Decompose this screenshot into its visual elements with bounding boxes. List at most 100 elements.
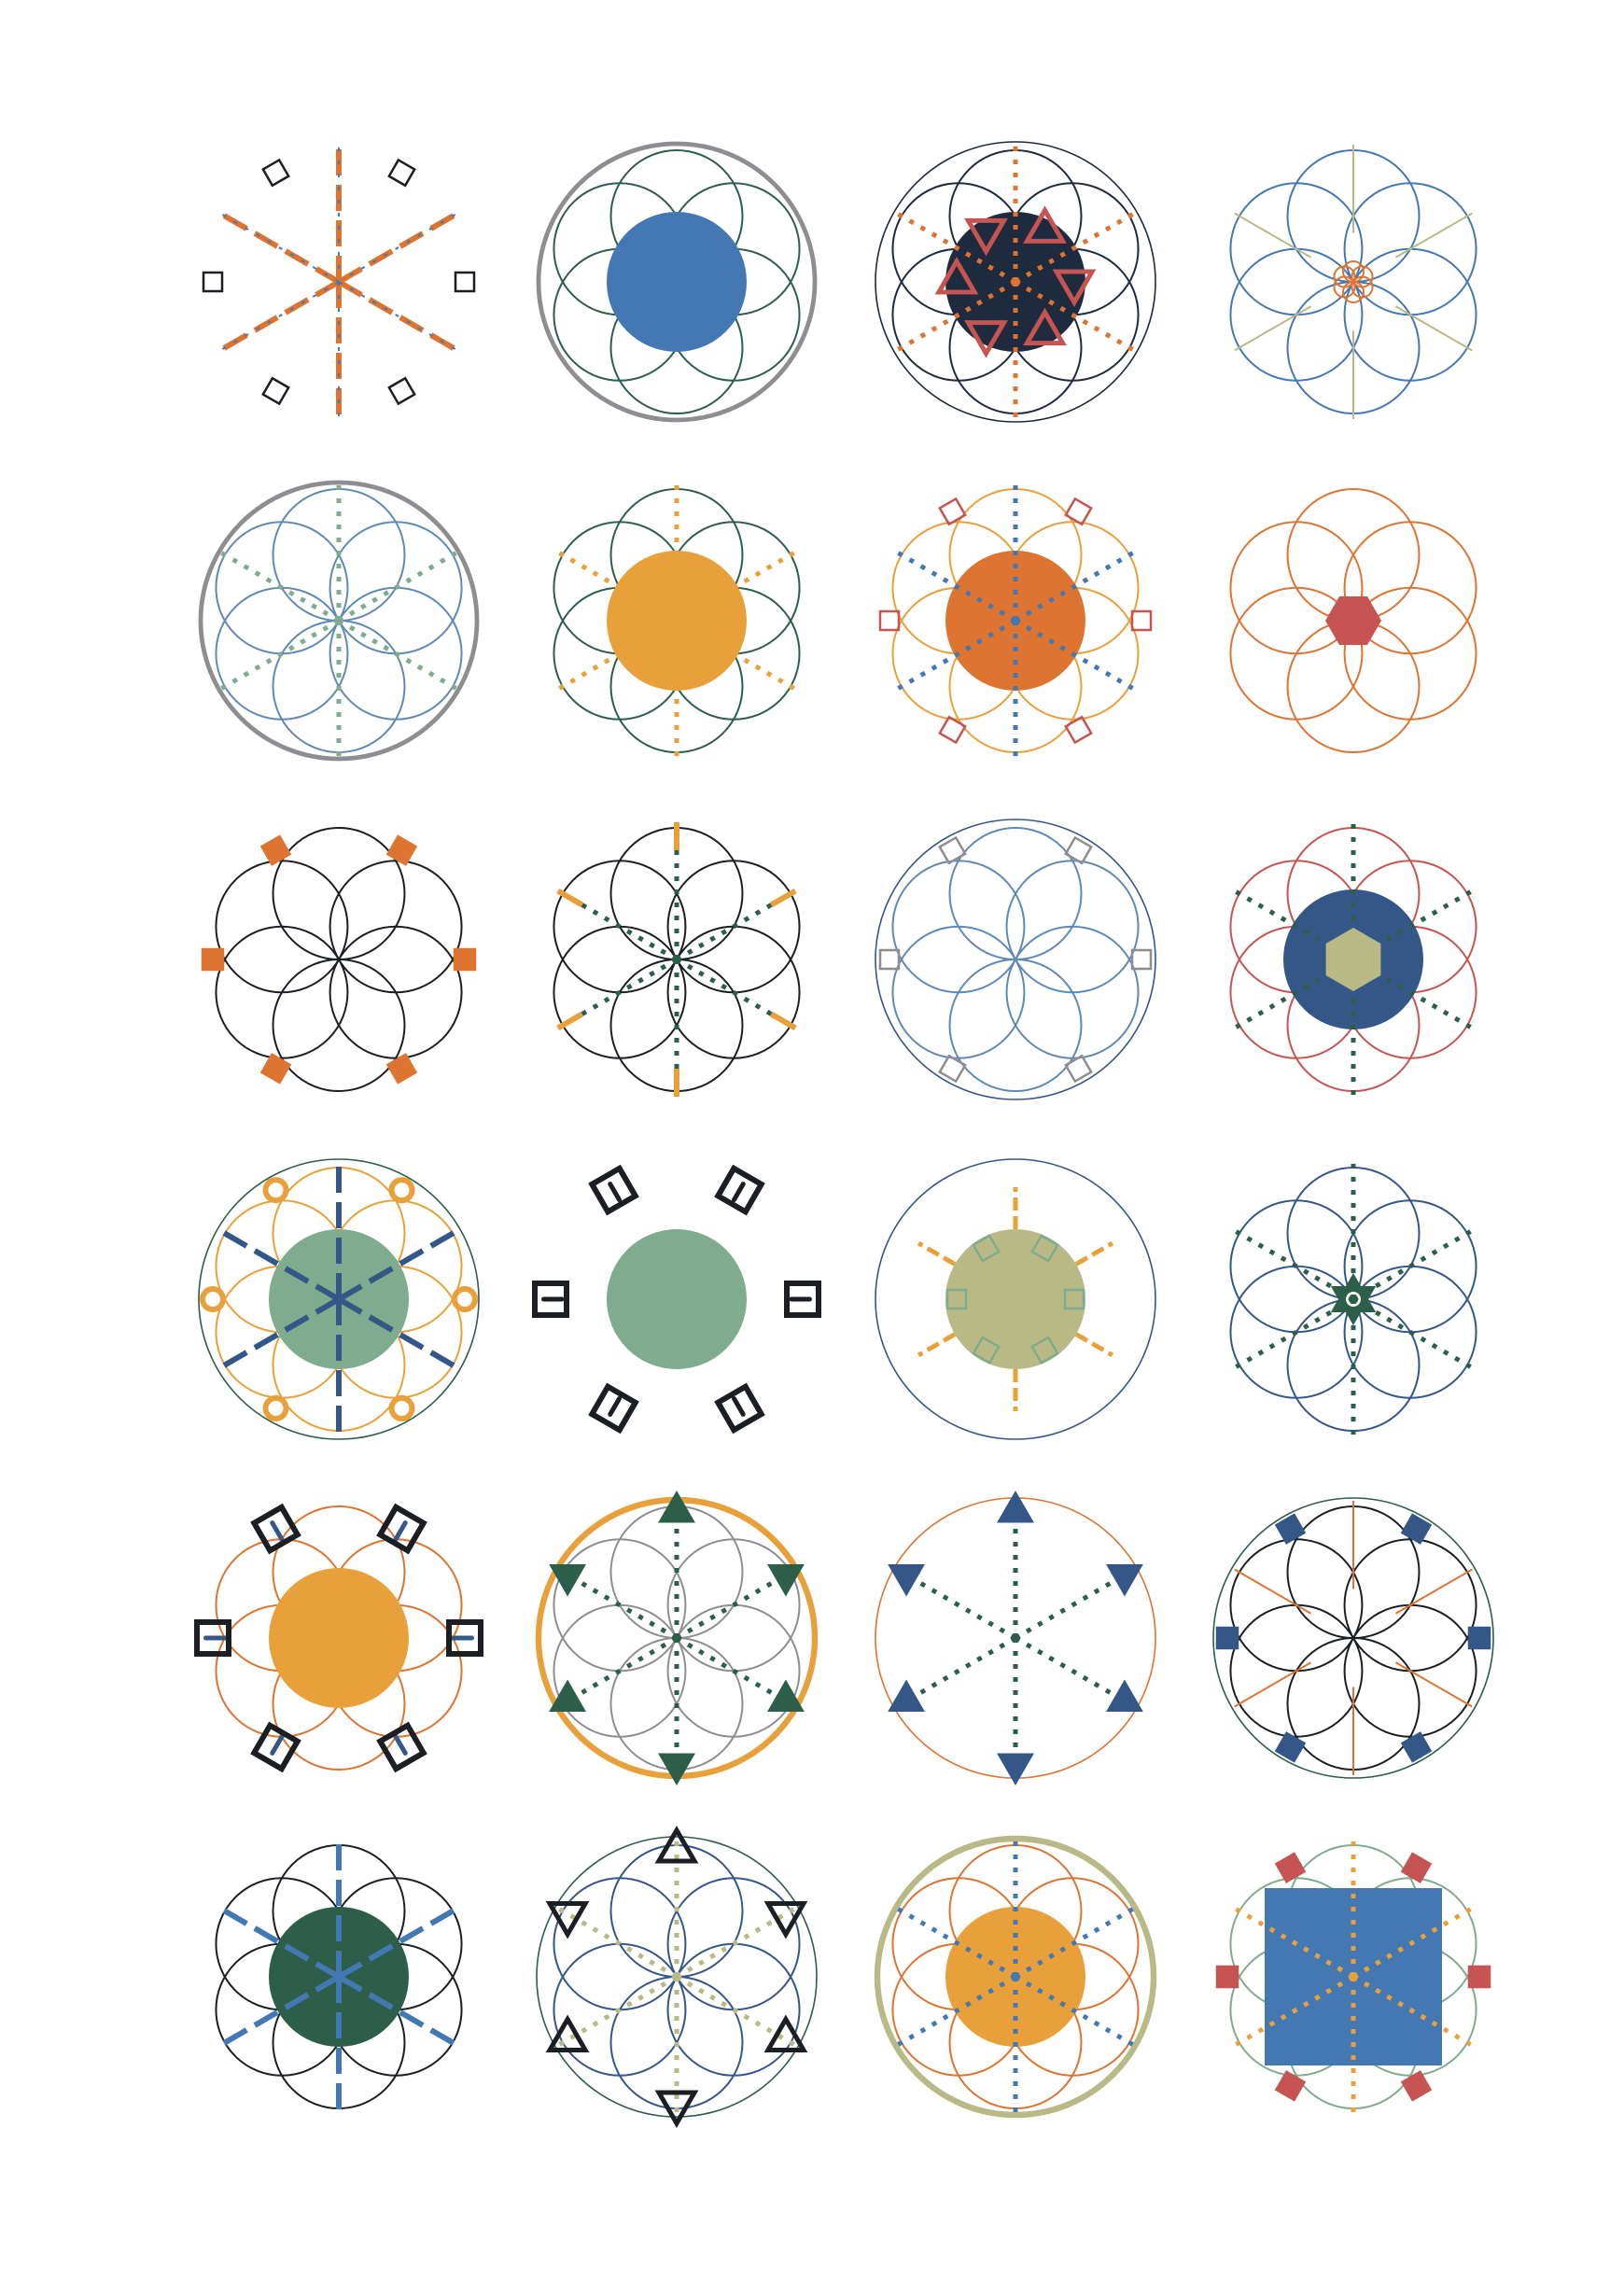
spoke	[218, 1905, 341, 1980]
ornament-triangle	[767, 1564, 805, 1597]
spoke	[1014, 1635, 1136, 1709]
spoke	[337, 1905, 459, 1980]
spoke	[337, 550, 459, 623]
spoke	[218, 1296, 341, 1371]
spoke-tick	[732, 1182, 746, 1202]
spoke	[1014, 618, 1136, 692]
ornament-triangle	[934, 257, 979, 295]
center-disc	[607, 212, 747, 352]
ornament-square	[453, 947, 477, 972]
ornament-square	[201, 947, 225, 972]
spoke	[1233, 1228, 1355, 1302]
spoke-tip	[556, 888, 584, 908]
spoke	[1394, 1661, 1473, 1708]
ornament-triangle	[997, 1491, 1034, 1523]
spoke	[1233, 1296, 1355, 1370]
outer-ring	[536, 141, 818, 423]
ornament-square	[1215, 1965, 1239, 1989]
spoke	[1351, 1228, 1474, 1302]
ornament-triangle	[763, 2014, 808, 2052]
ornament-ring	[452, 1286, 478, 1312]
ornament-square	[250, 1721, 301, 1773]
ornament-triangle	[549, 1679, 586, 1712]
spoke	[556, 1906, 679, 1980]
spoke	[337, 1296, 459, 1371]
ornament-square	[259, 1053, 292, 1085]
mandala-12	[1229, 822, 1477, 1097]
spoke	[675, 889, 797, 962]
mandala-09	[201, 827, 477, 1092]
mandala-13	[198, 1158, 480, 1440]
petal	[215, 860, 349, 994]
ornament-square	[1467, 1965, 1491, 1989]
ornament-square	[376, 1721, 427, 1773]
spoke	[556, 618, 679, 692]
spoke-tick	[394, 1520, 408, 1541]
mandala-18	[535, 1491, 819, 1785]
petal-ring	[215, 827, 463, 1092]
outer-ring	[875, 1158, 1156, 1440]
mandala-22	[536, 1826, 818, 2128]
outer-ring	[875, 819, 1156, 1100]
spoke	[1351, 1906, 1474, 1980]
ornament-square	[1064, 835, 1093, 865]
spoke	[1014, 550, 1136, 623]
ornament-square	[1274, 1513, 1307, 1545]
spoke	[895, 1906, 1017, 1980]
ornament-ring	[200, 1286, 226, 1312]
outer-ring	[198, 480, 480, 762]
spoke	[1351, 889, 1474, 962]
ornament-square	[1215, 1626, 1239, 1650]
ornament-square	[1064, 1054, 1093, 1084]
spoke	[337, 1974, 459, 2049]
spoke	[895, 1974, 1017, 2048]
ornament-square	[194, 1619, 231, 1657]
spoke	[1014, 1567, 1136, 1641]
ornament-ring	[262, 1177, 289, 1204]
spoke	[675, 550, 797, 623]
spoke	[1351, 957, 1474, 1030]
spoke	[337, 618, 459, 692]
ornament-triangle	[964, 320, 1008, 358]
spoke	[218, 210, 341, 285]
spoke	[895, 1567, 1017, 1641]
petal	[215, 925, 349, 1059]
spoke	[218, 618, 341, 692]
spoke	[1074, 1332, 1114, 1358]
spoke	[1074, 1240, 1114, 1267]
ornament-square	[938, 497, 967, 526]
ornament-square	[261, 376, 290, 406]
spoke	[218, 279, 341, 354]
ornament-triangle	[964, 217, 1008, 257]
spoke	[218, 550, 341, 623]
spoke	[1234, 1661, 1312, 1708]
petal-ring	[891, 827, 1140, 1092]
ornament-triangle	[658, 1753, 695, 1785]
ornament-triangle	[1023, 307, 1067, 346]
spoke	[556, 1635, 679, 1709]
mandala-15	[875, 1158, 1156, 1440]
mandala-03	[875, 141, 1156, 423]
ornament-triangle	[888, 1564, 925, 1597]
mandala-20	[1212, 1497, 1494, 1779]
ornament-square	[250, 1503, 301, 1555]
spoke	[675, 957, 797, 1030]
spoke	[556, 1567, 679, 1641]
spoke	[1394, 212, 1473, 259]
ornament-square	[972, 1336, 1001, 1365]
ornament-triangle	[1023, 205, 1067, 244]
spoke-accent	[338, 281, 458, 352]
petal	[1229, 586, 1364, 721]
spoke-accent	[338, 212, 458, 283]
spoke	[1351, 1974, 1474, 2048]
spoke	[1233, 1906, 1355, 1980]
spoke-tip	[556, 1011, 584, 1031]
spoke	[1014, 1974, 1136, 2048]
ornament-triangle	[1106, 1679, 1143, 1712]
ornament-triangle	[888, 1679, 925, 1712]
ornament-square	[1063, 1288, 1085, 1310]
spoke	[675, 1974, 797, 2048]
mandala-14	[532, 1164, 821, 1435]
ornament-square	[714, 1164, 765, 1216]
